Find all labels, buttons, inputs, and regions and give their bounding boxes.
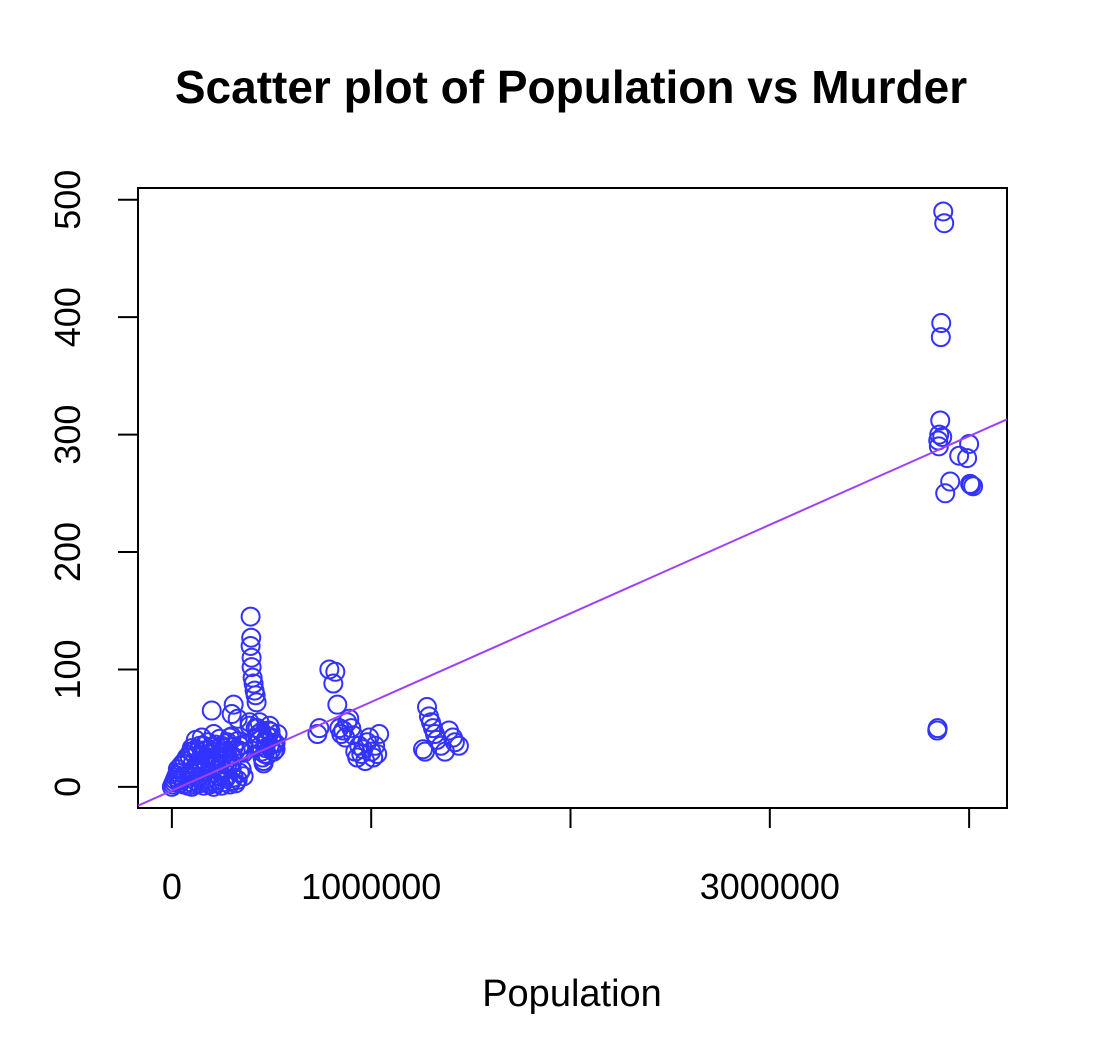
data-point (363, 747, 384, 768)
data-point (227, 708, 248, 729)
data-point (369, 724, 390, 745)
y-tick-label: 200 (47, 522, 88, 582)
data-point (444, 732, 465, 753)
data-point (245, 685, 266, 706)
data-point (221, 759, 242, 780)
y-tick-label: 0 (47, 777, 88, 797)
data-point (201, 700, 222, 721)
data-point (448, 735, 469, 756)
regression-line (137, 418, 1008, 807)
x-axis-label: Population (482, 973, 662, 1015)
data-points (161, 201, 984, 797)
data-point (249, 712, 270, 733)
data-point (935, 483, 956, 504)
y-axis: 0 100 200 300 400 500 (47, 170, 139, 797)
data-point (940, 471, 961, 492)
y-tick-label: 500 (47, 170, 88, 230)
data-point (240, 606, 261, 627)
plot-frame (137, 187, 1008, 809)
data-point (323, 673, 344, 694)
data-point (221, 753, 242, 774)
x-axis: 0 1000000 3000000 (162, 807, 971, 907)
data-point (331, 724, 352, 745)
chart-title: Scatter plot of Population vs Murder (175, 61, 967, 113)
data-point (930, 410, 951, 431)
data-point (367, 743, 388, 764)
x-tick-label: 3000000 (700, 866, 840, 907)
regression-line-group (137, 418, 1008, 807)
y-tick-label: 100 (47, 639, 88, 699)
data-point (259, 735, 280, 756)
data-point (949, 445, 970, 466)
data-point (959, 433, 980, 454)
y-tick-label: 300 (47, 405, 88, 465)
data-point (246, 692, 267, 713)
data-point (327, 694, 348, 715)
data-point (182, 753, 203, 774)
data-point (929, 424, 950, 445)
data-point (219, 727, 240, 748)
data-point (201, 747, 222, 768)
data-point (927, 718, 948, 739)
data-point (933, 201, 954, 222)
data-point (241, 627, 262, 648)
data-point (240, 635, 261, 656)
y-tick-label: 400 (47, 287, 88, 347)
data-point (241, 647, 262, 668)
data-point (221, 704, 242, 725)
data-point (931, 313, 952, 334)
data-point (932, 426, 953, 447)
data-point (963, 476, 984, 497)
data-point (233, 766, 254, 787)
data-point (365, 735, 386, 756)
data-point (417, 697, 438, 718)
x-tick-label: 0 (162, 866, 182, 907)
data-point (930, 327, 951, 348)
data-point (957, 448, 978, 469)
data-point (243, 673, 264, 694)
data-point (934, 213, 955, 234)
x-tick-label: 1000000 (301, 866, 441, 907)
data-point (325, 661, 346, 682)
data-point (263, 741, 284, 762)
data-point (223, 694, 244, 715)
data-point (241, 657, 262, 678)
